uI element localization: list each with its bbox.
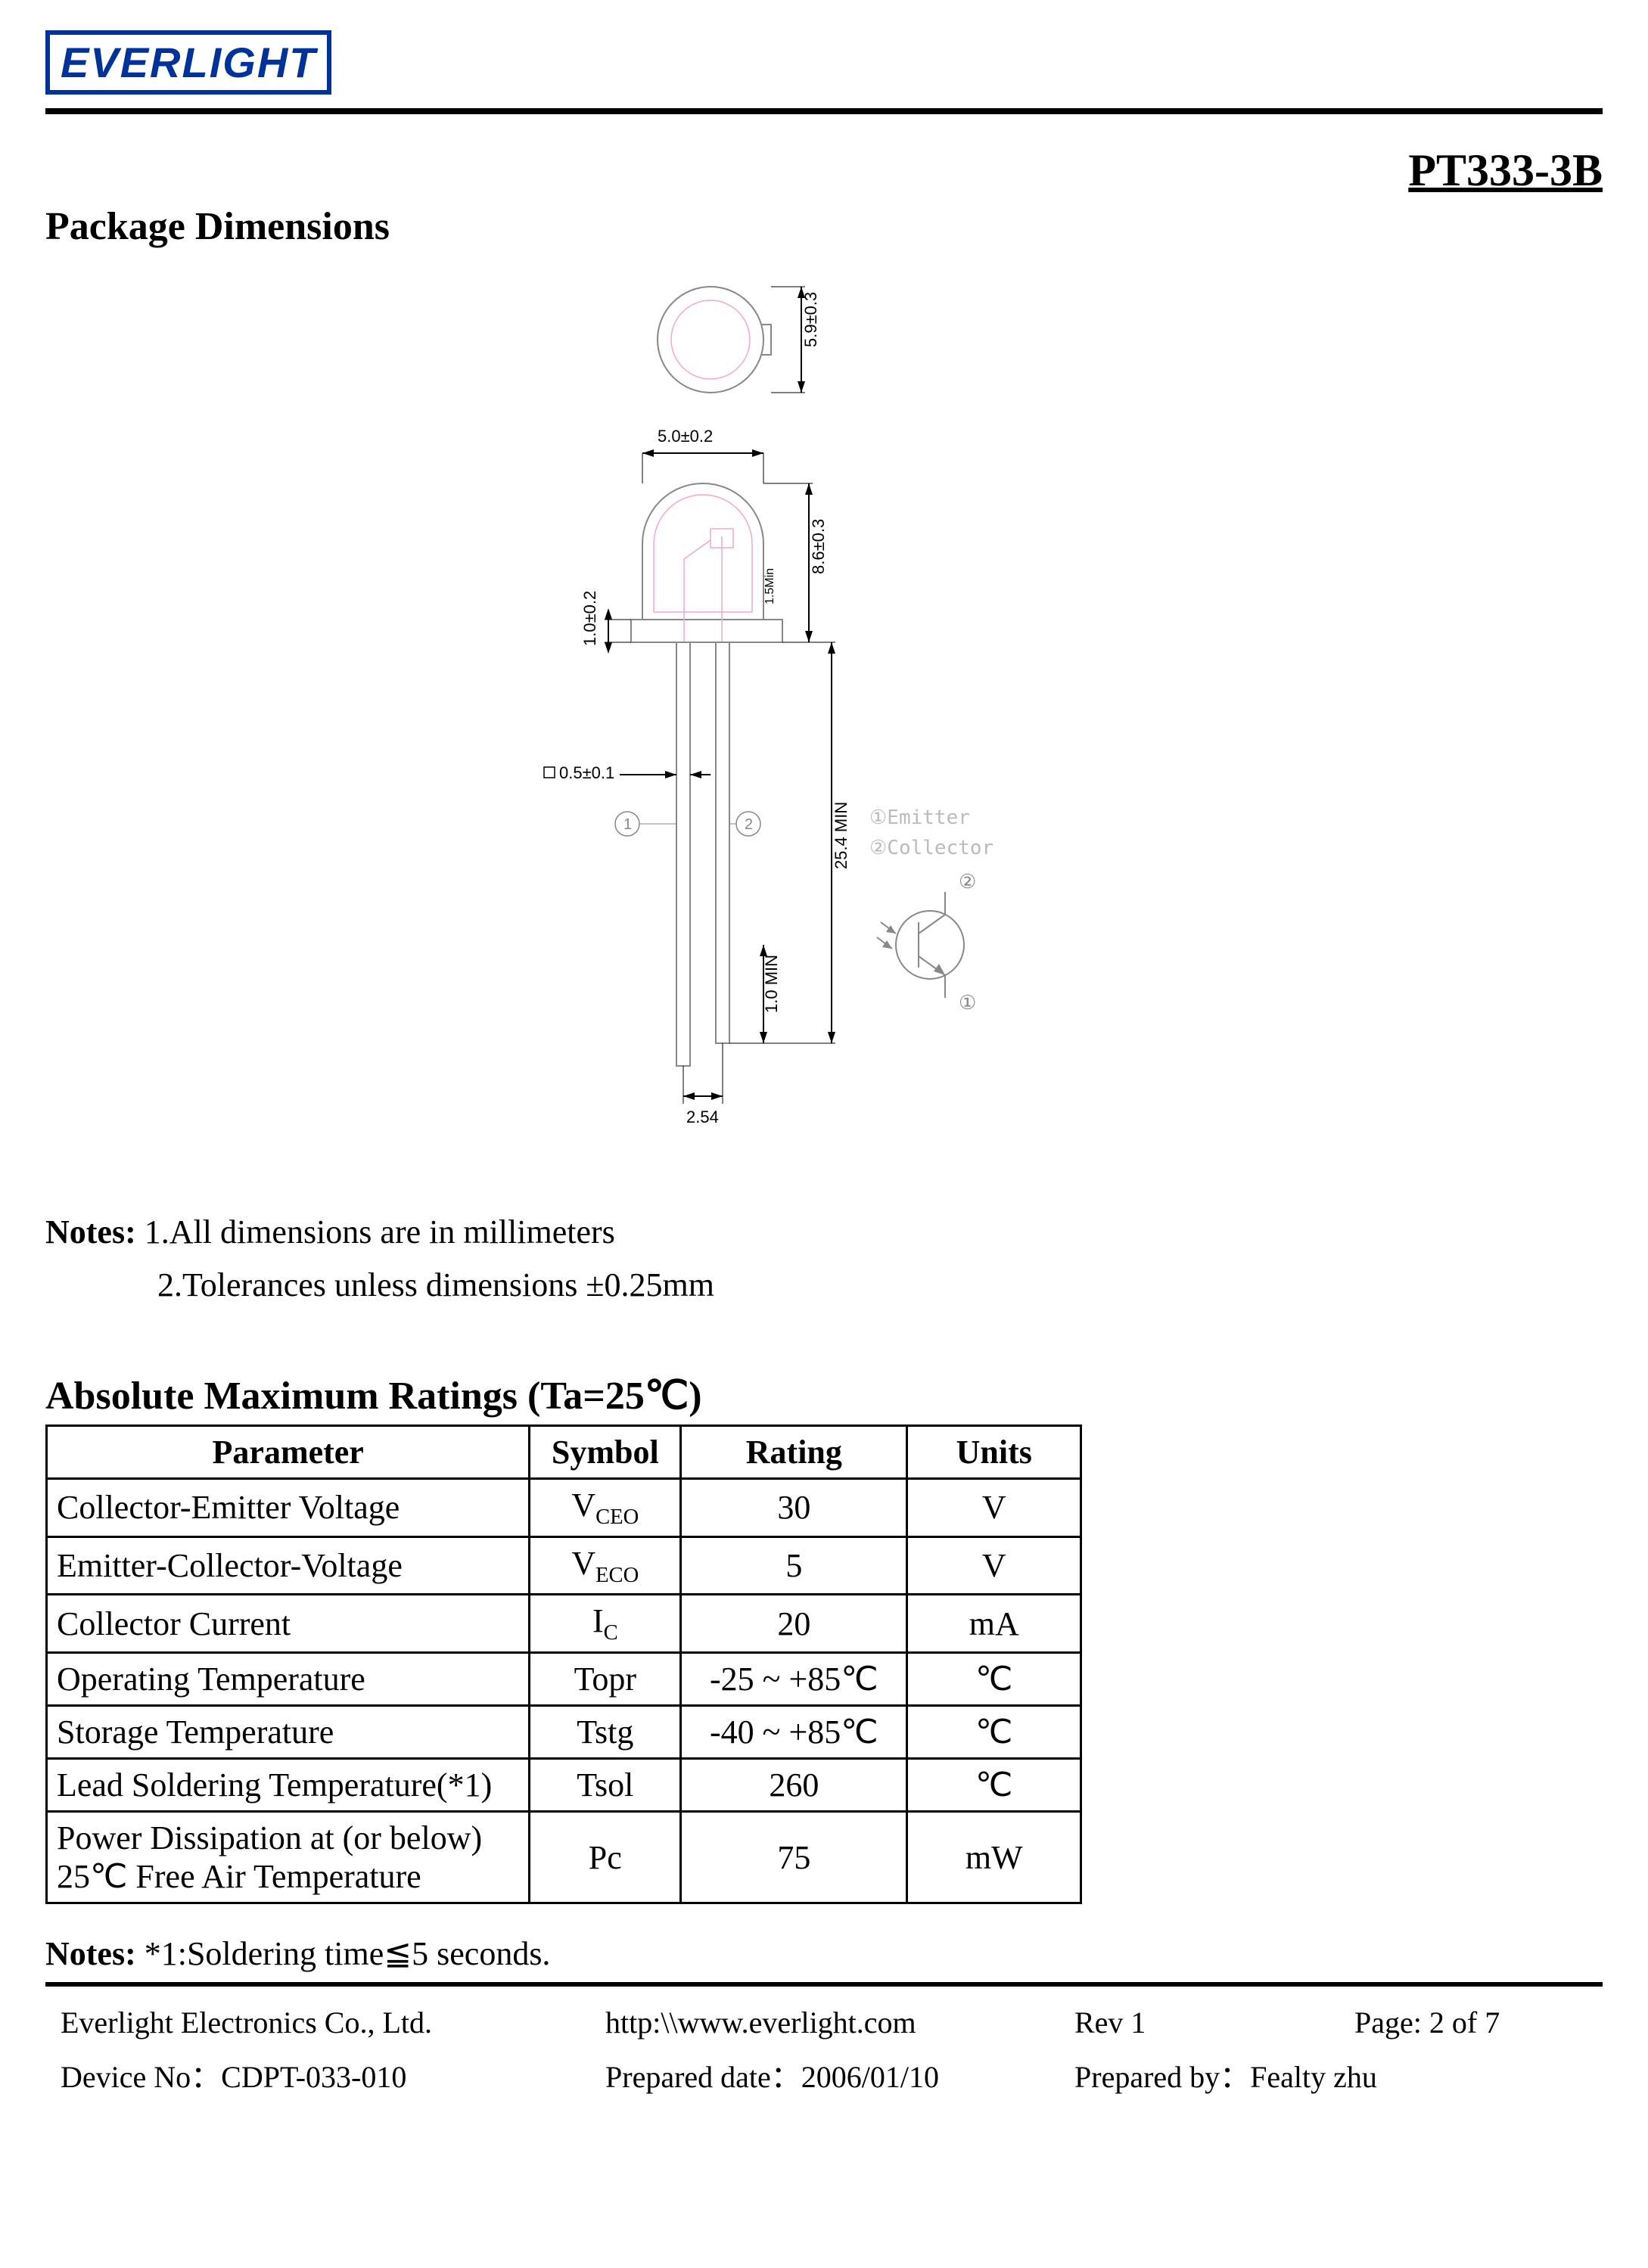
cell-units: ℃ [907, 1706, 1081, 1759]
cell-param: Lead Soldering Temperature(*1) [47, 1759, 530, 1812]
dim-lead-gap: 1.0 MIN [762, 955, 781, 1013]
cell-param: Operating Temperature [47, 1653, 530, 1706]
table-row: Power Dissipation at (or below) 25℃ Free… [47, 1812, 1081, 1903]
notes-label-2: Notes: [45, 1935, 136, 1972]
section-title-ratings: Absolute Maximum Ratings (Ta=25℃) [45, 1373, 1603, 1418]
th-parameter: Parameter [47, 1425, 530, 1478]
package-diagram: 5.9±0.3 5.0±0.2 8.6±0.3 1.5Min [45, 264, 1603, 1176]
dim-inner: 1.5Min [763, 568, 776, 604]
cell-param: Collector Current [47, 1595, 530, 1653]
dim-pitch: 2.54 [686, 1108, 719, 1126]
footer-rev: Rev 1 [1074, 2005, 1354, 2040]
cell-symbol: Tsol [530, 1759, 681, 1812]
table-row: Storage TemperatureTstg-40 ~ +85℃℃ [47, 1706, 1081, 1759]
notes-line2: 2.Tolerances unless dimensions ±0.25mm [157, 1259, 1603, 1312]
footer: Everlight Electronics Co., Ltd. http:\\w… [45, 2005, 1603, 2096]
legend-emitter: ①Emitter [869, 806, 970, 829]
part-number: PT333-3B [45, 144, 1603, 197]
footer-prepby: Prepared by：Fealty zhu [1074, 2052, 1587, 2096]
cell-rating: 30 [681, 1478, 907, 1536]
cell-rating: 5 [681, 1536, 907, 1595]
sym-emitter-icon: ① [959, 991, 976, 1014]
cell-units: ℃ [907, 1759, 1081, 1812]
cell-units: V [907, 1478, 1081, 1536]
cell-param: Storage Temperature [47, 1706, 530, 1759]
notes-label-1: Notes: [45, 1213, 136, 1251]
cell-symbol: Tstg [530, 1706, 681, 1759]
cell-symbol: VECO [530, 1536, 681, 1595]
notes2-text: *1:Soldering time≦5 seconds. [136, 1935, 551, 1972]
th-units: Units [907, 1425, 1081, 1478]
section-title-package: Package Dimensions [45, 204, 1603, 249]
cell-rating: 20 [681, 1595, 907, 1653]
pin1-label: 1 [623, 816, 632, 833]
footer-prepdate: Prepared date：2006/01/10 [605, 2052, 1074, 2096]
table-row: Operating TemperatureTopr-25 ~ +85℃℃ [47, 1653, 1081, 1706]
cell-units: V [907, 1536, 1081, 1595]
footer-device: Device No：CDPT-033-010 [61, 2052, 605, 2096]
footer-rule [45, 1982, 1603, 1987]
legend-collector: ②Collector [869, 837, 993, 859]
cell-rating: 260 [681, 1759, 907, 1812]
cell-rating: -40 ~ +85℃ [681, 1706, 907, 1759]
sym-collector-icon: ② [959, 870, 976, 893]
footer-page: Page: 2 of 7 [1354, 2005, 1587, 2040]
cell-param: Power Dissipation at (or below) 25℃ Free… [47, 1812, 530, 1903]
notes-block-2: Notes: *1:Soldering time≦5 seconds. [45, 1934, 1603, 1973]
footer-company: Everlight Electronics Co., Ltd. [61, 2005, 605, 2040]
cell-rating: 75 [681, 1812, 907, 1903]
th-rating: Rating [681, 1425, 907, 1478]
pin2-label: 2 [745, 816, 753, 833]
cell-param: Emitter-Collector-Voltage [47, 1536, 530, 1595]
cell-units: mW [907, 1812, 1081, 1903]
dim-body-h: 8.6±0.3 [809, 519, 828, 574]
dim-lead-w: 0.5±0.1 [559, 763, 614, 782]
ratings-table: Parameter Symbol Rating Units Collector-… [45, 1424, 1082, 1904]
notes-line1: 1.All dimensions are in millimeters [136, 1213, 615, 1251]
notes-block-1: Notes: 1.All dimensions are in millimete… [45, 1206, 1603, 1313]
dim-flange: 1.0±0.2 [580, 591, 599, 646]
cell-symbol: Pc [530, 1812, 681, 1903]
footer-url: http:\\www.everlight.com [605, 2005, 1074, 2040]
cell-symbol: Topr [530, 1653, 681, 1706]
cell-symbol: VCEO [530, 1478, 681, 1536]
dim-top: 5.9±0.3 [801, 292, 820, 347]
cell-units: mA [907, 1595, 1081, 1653]
cell-units: ℃ [907, 1653, 1081, 1706]
table-row: Emitter-Collector-VoltageVECO5V [47, 1536, 1081, 1595]
cell-symbol: IC [530, 1595, 681, 1653]
cell-param: Collector-Emitter Voltage [47, 1478, 530, 1536]
logo-text: EVERLIGHT [61, 39, 316, 86]
table-row: Collector-Emitter VoltageVCEO30V [47, 1478, 1081, 1536]
header: EVERLIGHT [45, 30, 1603, 95]
table-row: Collector CurrentIC20mA [47, 1595, 1081, 1653]
table-row: Lead Soldering Temperature(*1)Tsol260℃ [47, 1759, 1081, 1812]
logo: EVERLIGHT [45, 30, 331, 95]
th-symbol: Symbol [530, 1425, 681, 1478]
dim-width: 5.0±0.2 [658, 427, 713, 446]
header-rule [45, 108, 1603, 114]
dim-lead-len: 25.4 MIN [832, 802, 850, 869]
cell-rating: -25 ~ +85℃ [681, 1653, 907, 1706]
